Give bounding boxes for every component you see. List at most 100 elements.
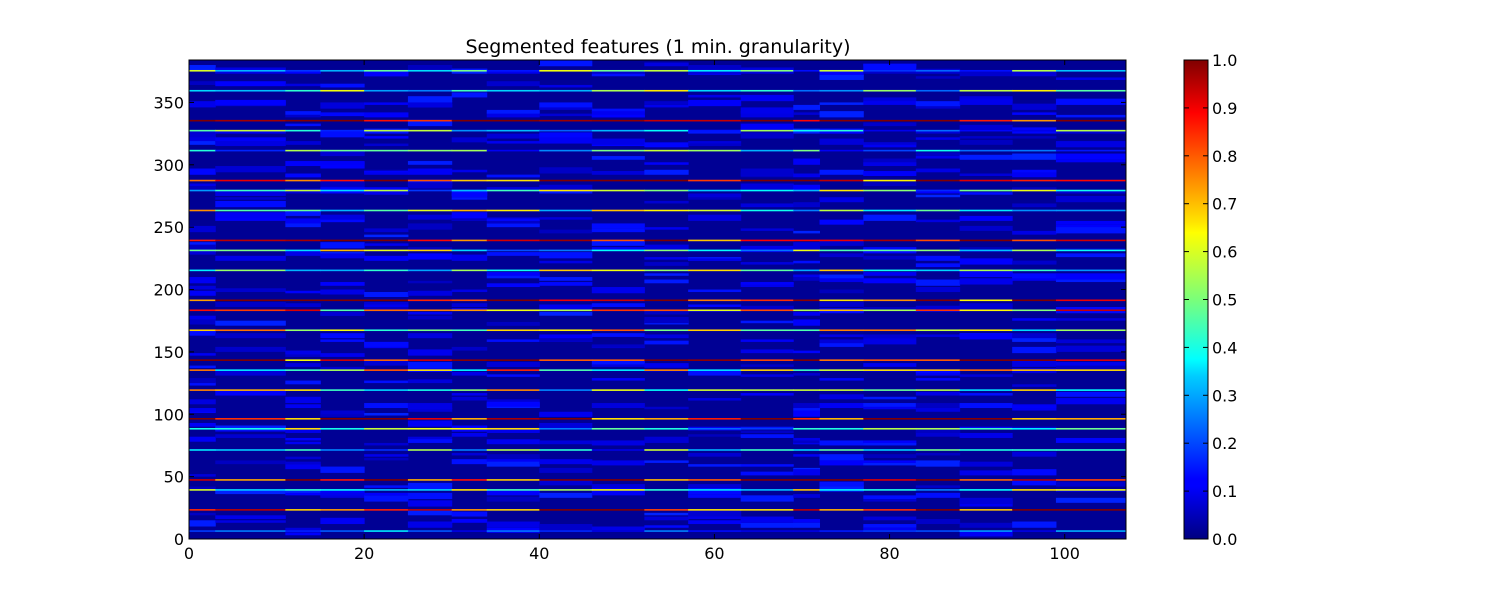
heatmap-cell xyxy=(285,350,321,355)
heatmap-cell xyxy=(285,389,321,391)
heatmap-cell xyxy=(486,401,540,407)
heatmap-cell xyxy=(863,396,917,400)
heatmap-cell xyxy=(215,239,286,242)
heatmap-cell xyxy=(819,69,864,72)
heatmap-cell xyxy=(539,179,593,182)
heatmap-cell xyxy=(1012,309,1057,312)
heatmap-cell xyxy=(1012,489,1057,491)
heatmap-cell xyxy=(591,73,645,77)
heatmap-cell xyxy=(644,101,689,105)
heatmap-cell xyxy=(189,329,216,332)
heatmap-cell xyxy=(189,119,216,122)
heatmap-cell xyxy=(1055,299,1126,302)
heatmap-cell xyxy=(644,359,689,361)
heatmap-cell xyxy=(1055,190,1126,194)
heatmap-cell xyxy=(688,289,742,293)
heatmap-cell xyxy=(819,341,864,347)
heatmap-cell xyxy=(819,369,864,371)
heatmap-cell xyxy=(793,329,821,332)
heatmap-cell xyxy=(285,250,321,256)
heatmap-cell xyxy=(740,132,794,139)
heatmap-cell xyxy=(215,189,286,196)
heatmap-cell xyxy=(364,495,409,502)
heatmap-cell xyxy=(451,449,488,451)
heatmap-cell xyxy=(320,131,365,138)
heatmap-cell xyxy=(915,403,961,409)
heatmap-cell xyxy=(793,479,821,481)
heatmap-cell xyxy=(407,389,453,391)
heatmap-cell xyxy=(819,378,864,381)
heatmap-cell xyxy=(819,253,864,258)
heatmap-cell xyxy=(451,189,488,192)
heatmap-cell xyxy=(863,129,917,132)
heatmap-cell xyxy=(451,239,488,242)
heatmap-cell xyxy=(1012,239,1057,242)
heatmap-cell xyxy=(688,299,742,302)
heatmap-cell xyxy=(486,129,540,132)
heatmap-cell xyxy=(189,136,216,143)
heatmap-cell xyxy=(915,156,961,159)
heatmap-cell xyxy=(915,370,961,376)
heatmap-cell xyxy=(793,309,821,312)
heatmap-cell xyxy=(285,464,321,470)
heatmap-cell xyxy=(486,299,540,302)
heatmap-cell xyxy=(688,464,742,467)
heatmap-cell xyxy=(486,490,540,496)
heatmap-cell xyxy=(591,287,645,294)
heatmap-cell xyxy=(215,89,286,92)
heatmap-cell xyxy=(1012,360,1057,367)
heatmap-cell xyxy=(793,408,821,411)
heatmap-cell xyxy=(285,149,321,152)
heatmap-cell xyxy=(644,479,689,481)
heatmap-cell xyxy=(215,141,286,147)
heatmap-cell xyxy=(644,104,689,108)
heatmap-cell xyxy=(915,427,961,433)
heatmap-cell xyxy=(364,69,409,77)
heatmap-cell xyxy=(364,189,409,192)
heatmap-cell xyxy=(959,393,1013,396)
heatmap-cell xyxy=(819,179,864,182)
heatmap-cell xyxy=(959,124,1013,130)
heatmap-cell xyxy=(1055,248,1126,251)
heatmap-cell xyxy=(863,495,917,500)
heatmap-cell xyxy=(688,189,742,192)
heatmap-cell xyxy=(407,269,453,272)
heatmap-cell xyxy=(591,228,645,233)
heatmap-cell xyxy=(407,119,453,127)
heatmap-cell xyxy=(819,89,864,92)
heatmap-cell xyxy=(591,329,645,332)
heatmap-cell xyxy=(364,112,409,118)
heatmap-cell xyxy=(688,369,742,371)
heatmap-cell xyxy=(959,426,1013,430)
heatmap-cell xyxy=(215,489,286,491)
heatmap-cell xyxy=(539,229,593,234)
heatmap-cell xyxy=(740,359,794,361)
heatmap-cell xyxy=(486,89,540,92)
heatmap-cell xyxy=(320,479,365,481)
heatmap-cell xyxy=(486,321,540,326)
heatmap-cell xyxy=(915,137,961,140)
heatmap-cell xyxy=(364,239,409,242)
colorbar-tick-label: 0.3 xyxy=(1212,386,1237,405)
heatmap-cell xyxy=(793,112,821,115)
heatmap-cell xyxy=(215,515,286,520)
heatmap-cell xyxy=(1055,69,1126,72)
heatmap-cell xyxy=(740,449,794,451)
heatmap-cell xyxy=(539,167,593,174)
heatmap-cell xyxy=(644,227,689,230)
heatmap-cell xyxy=(644,169,689,175)
heatmap-cell xyxy=(915,69,961,72)
heatmap-cell xyxy=(793,494,821,498)
heatmap-cell xyxy=(959,139,1013,145)
heatmap-cell xyxy=(285,269,321,272)
heatmap-cell xyxy=(451,192,488,198)
heatmap-cell xyxy=(915,519,961,525)
heatmap-cell xyxy=(793,158,821,165)
heatmap-cell xyxy=(819,481,864,487)
heatmap-cell xyxy=(591,345,645,349)
heatmap-cell xyxy=(1055,497,1126,503)
heatmap-cell xyxy=(915,119,961,122)
heatmap-cell xyxy=(644,273,689,276)
heatmap-cell xyxy=(1012,329,1057,332)
heatmap-cell xyxy=(591,189,645,192)
